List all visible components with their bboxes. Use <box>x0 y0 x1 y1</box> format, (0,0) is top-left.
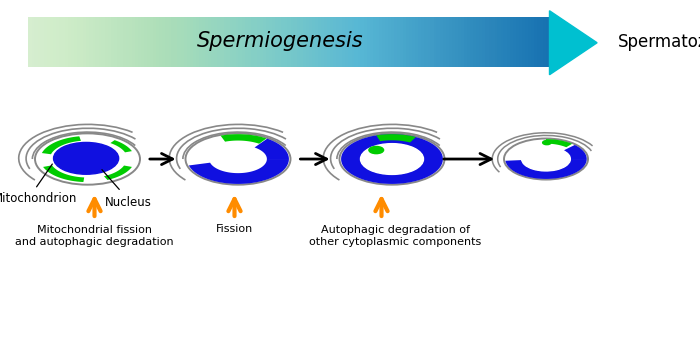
Text: Spermiogenesis: Spermiogenesis <box>197 31 363 51</box>
Polygon shape <box>505 159 587 179</box>
Polygon shape <box>104 166 132 180</box>
Polygon shape <box>377 134 416 143</box>
Polygon shape <box>546 139 572 147</box>
Text: Nucleus: Nucleus <box>105 196 151 209</box>
Wedge shape <box>522 150 570 171</box>
Polygon shape <box>220 134 267 144</box>
Polygon shape <box>43 165 84 182</box>
Polygon shape <box>341 134 443 184</box>
Text: Mitochondrion: Mitochondrion <box>0 192 77 205</box>
Circle shape <box>360 144 424 174</box>
Polygon shape <box>111 140 132 153</box>
Circle shape <box>53 142 118 174</box>
Text: Mitochondrial fission
and autophagic degradation: Mitochondrial fission and autophagic deg… <box>15 225 174 247</box>
Text: Spermatozoid: Spermatozoid <box>618 33 700 51</box>
Polygon shape <box>42 136 81 154</box>
Text: Autophagic degradation of
other cytoplasmic components: Autophagic degradation of other cytoplas… <box>309 225 482 247</box>
Polygon shape <box>255 139 289 159</box>
Text: Fission: Fission <box>216 224 253 234</box>
Polygon shape <box>564 145 587 159</box>
Polygon shape <box>189 159 289 184</box>
Circle shape <box>542 141 551 145</box>
FancyArrow shape <box>550 11 597 75</box>
Circle shape <box>369 146 384 154</box>
